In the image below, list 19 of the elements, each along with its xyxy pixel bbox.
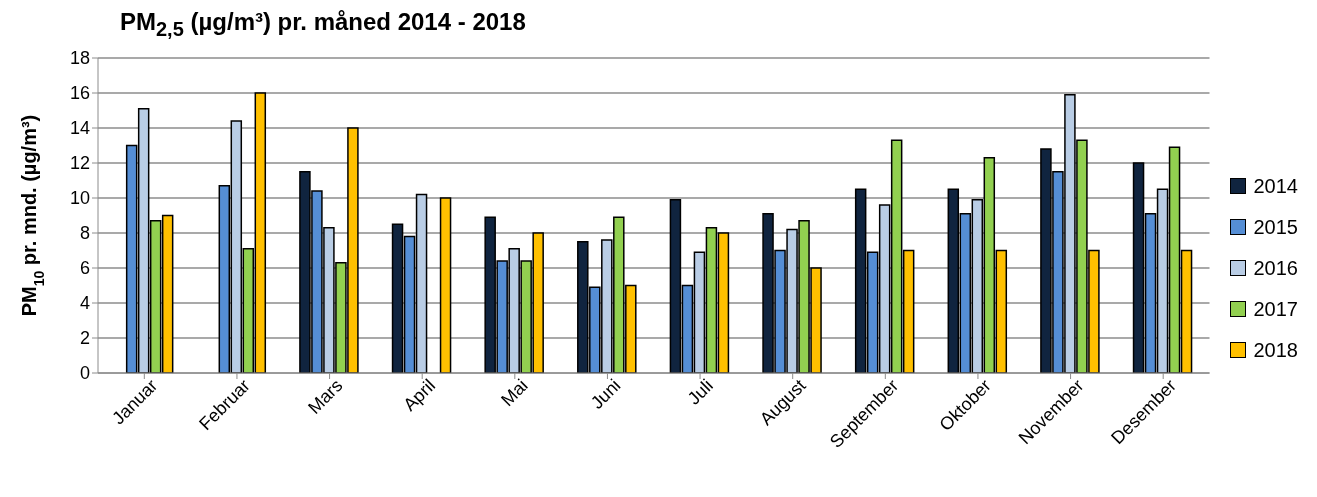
x-tick-label: Juli	[683, 375, 718, 409]
y-tick-label: 16	[69, 83, 90, 104]
y-tick-label: 18	[69, 48, 90, 69]
y-tick-label: 12	[69, 153, 90, 174]
y-tick-label: 0	[79, 363, 90, 384]
chart-title: PM$_{2,5}$ (µg/m³) pr. måned 2014 - 2018	[120, 8, 527, 42]
y-tick-label: 4	[79, 293, 90, 314]
y-tick-label: 2	[79, 328, 90, 349]
y-tick-label: 6	[79, 258, 90, 279]
bar	[439, 197, 452, 373]
y-tick-label: 10	[69, 188, 90, 209]
x-tick-label: Mai	[497, 375, 532, 410]
legend-label: 2014	[1253, 174, 1298, 198]
y-tick-label: 14	[69, 118, 90, 139]
legend-label: 2015	[1253, 215, 1298, 239]
y-tick-label: 8	[79, 223, 90, 244]
legend-label: 2017	[1253, 297, 1298, 321]
legend-label: 2016	[1253, 256, 1298, 280]
legend-label: 2018	[1253, 338, 1298, 362]
